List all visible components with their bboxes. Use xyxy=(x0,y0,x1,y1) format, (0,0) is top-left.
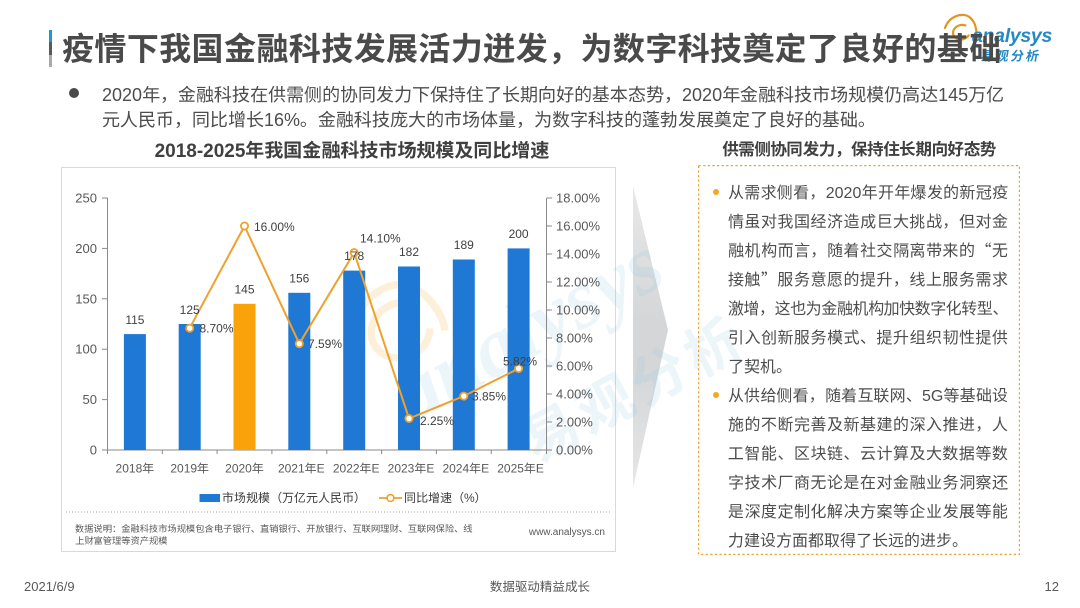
svg-text:0: 0 xyxy=(90,443,97,458)
svg-text:6.00%: 6.00% xyxy=(556,359,593,374)
svg-text:2025年E: 2025年E xyxy=(497,460,544,477)
svg-text:2.25%: 2.25% xyxy=(420,414,454,428)
svg-text:200: 200 xyxy=(75,241,97,256)
svg-text:3.85%: 3.85% xyxy=(472,390,506,404)
svg-text:115: 115 xyxy=(125,313,144,327)
svg-text:analysys: analysys xyxy=(972,25,1052,47)
svg-text:易观分析: 易观分析 xyxy=(979,46,1043,65)
svg-text:14.10%: 14.10% xyxy=(360,232,401,246)
svg-text:182: 182 xyxy=(399,245,419,259)
svg-text:7.59%: 7.59% xyxy=(308,337,342,351)
svg-text:2024年E: 2024年E xyxy=(442,460,489,477)
svg-text:市场规模（万亿元人民币）: 市场规模（万亿元人民币） xyxy=(222,489,366,506)
svg-text:178: 178 xyxy=(344,249,364,263)
svg-text:8.70%: 8.70% xyxy=(200,322,234,336)
svg-text:2.00%: 2.00% xyxy=(556,415,593,430)
svg-text:150: 150 xyxy=(75,291,97,306)
svg-text:145: 145 xyxy=(234,283,254,297)
svg-text:18.00%: 18.00% xyxy=(556,191,601,206)
svg-text:8.00%: 8.00% xyxy=(556,331,593,346)
svg-text:125: 125 xyxy=(180,303,200,317)
svg-text:5.82%: 5.82% xyxy=(503,355,537,369)
svg-text:156: 156 xyxy=(289,271,309,285)
svg-text:2019年: 2019年 xyxy=(170,460,210,477)
svg-text:2018年: 2018年 xyxy=(116,460,156,477)
svg-text:16.00%: 16.00% xyxy=(556,219,601,234)
svg-text:50: 50 xyxy=(83,392,97,407)
svg-text:2022年E: 2022年E xyxy=(333,460,380,477)
svg-text:16.00%: 16.00% xyxy=(254,220,295,234)
svg-text:100: 100 xyxy=(75,342,97,357)
svg-text:10.00%: 10.00% xyxy=(556,303,601,318)
svg-text:2023年E: 2023年E xyxy=(388,460,435,477)
svg-text:250: 250 xyxy=(75,191,97,206)
svg-text:14.00%: 14.00% xyxy=(556,247,601,262)
svg-text:2021年E: 2021年E xyxy=(278,460,325,477)
svg-text:4.00%: 4.00% xyxy=(556,387,593,402)
svg-text:2020年: 2020年 xyxy=(225,460,265,477)
svg-text:同比增速（%）: 同比增速（%） xyxy=(404,489,487,506)
svg-text:0.00%: 0.00% xyxy=(556,443,593,458)
svg-text:12.00%: 12.00% xyxy=(556,275,601,290)
svg-text:200: 200 xyxy=(509,227,529,241)
svg-text:189: 189 xyxy=(454,238,474,252)
